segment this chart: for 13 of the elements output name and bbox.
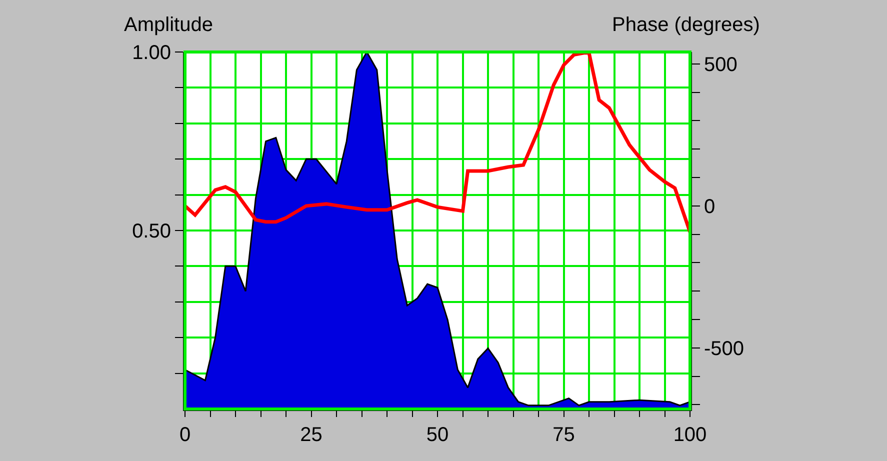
y2-tick-label: 0 <box>704 196 716 218</box>
x-tick-label: 0 <box>179 424 191 446</box>
x-tick-label: 75 <box>552 424 575 446</box>
y-axis-title: Amplitude <box>124 14 213 36</box>
y-tick-label: 1.00 <box>132 42 171 64</box>
x-tick-label: 50 <box>426 424 449 446</box>
line-series <box>185 52 690 234</box>
y2-axis-title: Phase (degrees) <box>612 14 760 36</box>
y2-tick-label: -500 <box>704 338 744 360</box>
y2-tick-label: 500 <box>704 54 738 76</box>
x-tick-label: 100 <box>673 424 707 446</box>
x-tick-label: 25 <box>300 424 322 446</box>
y-tick-label: 0.50 <box>132 220 171 242</box>
